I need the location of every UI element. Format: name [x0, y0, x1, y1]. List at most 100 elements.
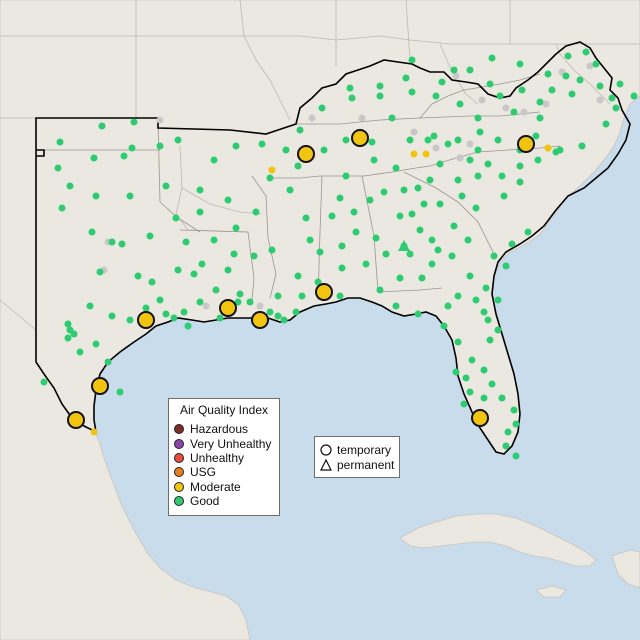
station-good-marker[interactable]: [408, 56, 416, 64]
station-good-marker[interactable]: [162, 182, 170, 190]
station-good-marker[interactable]: [268, 246, 276, 254]
station-good-marker[interactable]: [392, 164, 400, 172]
station-good-marker[interactable]: [458, 192, 466, 200]
station-no-data-marker[interactable]: [432, 144, 440, 152]
station-moderate-temporary-marker[interactable]: [67, 411, 85, 429]
station-good-marker[interactable]: [70, 330, 78, 338]
station-good-marker[interactable]: [454, 338, 462, 346]
station-good-marker[interactable]: [428, 260, 436, 268]
station-good-marker[interactable]: [406, 250, 414, 258]
station-good-marker[interactable]: [90, 154, 98, 162]
station-good-marker[interactable]: [504, 428, 512, 436]
station-good-marker[interactable]: [294, 272, 302, 280]
station-good-marker[interactable]: [130, 118, 138, 126]
station-good-marker[interactable]: [498, 172, 506, 180]
station-good-marker[interactable]: [92, 340, 100, 348]
station-good-marker[interactable]: [418, 274, 426, 282]
station-no-data-marker[interactable]: [456, 154, 464, 162]
station-no-data-marker[interactable]: [452, 72, 460, 80]
station-good-marker[interactable]: [174, 266, 182, 274]
station-good-marker[interactable]: [236, 290, 244, 298]
station-good-marker[interactable]: [438, 78, 446, 86]
station-moderate-temporary-marker[interactable]: [315, 283, 333, 301]
station-good-marker[interactable]: [232, 224, 240, 232]
station-good-marker[interactable]: [496, 92, 504, 100]
station-good-marker[interactable]: [342, 172, 350, 180]
station-good-marker[interactable]: [568, 90, 576, 98]
station-good-marker[interactable]: [462, 374, 470, 382]
station-good-marker[interactable]: [174, 136, 182, 144]
station-good-marker[interactable]: [466, 272, 474, 280]
station-good-marker[interactable]: [142, 304, 150, 312]
station-good-marker[interactable]: [488, 54, 496, 62]
station-good-marker[interactable]: [170, 314, 178, 322]
station-no-data-marker[interactable]: [410, 128, 418, 136]
station-good-marker[interactable]: [286, 186, 294, 194]
station-good-marker[interactable]: [40, 378, 48, 386]
station-good-marker[interactable]: [296, 126, 304, 134]
station-good-marker[interactable]: [266, 174, 274, 182]
station-good-marker[interactable]: [536, 114, 544, 122]
station-good-marker[interactable]: [576, 76, 584, 84]
station-good-marker[interactable]: [388, 114, 396, 122]
station-good-marker[interactable]: [128, 144, 136, 152]
station-no-data-marker[interactable]: [308, 114, 316, 122]
station-good-marker[interactable]: [134, 272, 142, 280]
station-good-marker[interactable]: [454, 136, 462, 144]
station-moderate-temporary-marker[interactable]: [471, 409, 489, 427]
station-good-marker[interactable]: [224, 196, 232, 204]
station-good-marker[interactable]: [196, 298, 204, 306]
station-good-marker[interactable]: [408, 88, 416, 96]
station-good-marker[interactable]: [336, 292, 344, 300]
station-good-marker[interactable]: [548, 86, 556, 94]
station-good-marker[interactable]: [328, 212, 336, 220]
station-good-marker[interactable]: [376, 92, 384, 100]
station-good-marker[interactable]: [232, 142, 240, 150]
station-good-marker[interactable]: [266, 308, 274, 316]
station-good-marker[interactable]: [96, 268, 104, 276]
station-moderate-temporary-marker[interactable]: [517, 135, 535, 153]
station-good-marker[interactable]: [454, 176, 462, 184]
station-good-marker[interactable]: [400, 186, 408, 194]
station-good-marker[interactable]: [338, 242, 346, 250]
station-good-marker[interactable]: [460, 400, 468, 408]
station-good-marker[interactable]: [64, 334, 72, 342]
station-good-marker[interactable]: [104, 358, 112, 366]
station-good-marker[interactable]: [382, 250, 390, 258]
station-good-marker[interactable]: [318, 104, 326, 112]
station-moderate-marker[interactable]: [422, 150, 430, 158]
station-good-marker[interactable]: [56, 138, 64, 146]
station-moderate-marker[interactable]: [90, 428, 98, 436]
station-no-data-marker[interactable]: [202, 302, 210, 310]
station-good-marker[interactable]: [474, 114, 482, 122]
station-good-marker[interactable]: [116, 388, 124, 396]
station-good-marker[interactable]: [486, 80, 494, 88]
station-moderate-temporary-marker[interactable]: [219, 299, 237, 317]
station-good-marker[interactable]: [612, 104, 620, 112]
station-good-marker[interactable]: [190, 270, 198, 278]
station-good-marker[interactable]: [424, 136, 432, 144]
station-moderate-marker[interactable]: [544, 144, 552, 152]
station-good-marker[interactable]: [494, 136, 502, 144]
station-good-marker[interactable]: [490, 252, 498, 260]
station-good-marker[interactable]: [362, 260, 370, 268]
station-good-marker[interactable]: [280, 316, 288, 324]
station-good-marker[interactable]: [396, 212, 404, 220]
station-good-marker[interactable]: [444, 140, 452, 148]
station-good-marker[interactable]: [368, 138, 376, 146]
station-good-marker[interactable]: [86, 302, 94, 310]
station-good-marker[interactable]: [510, 108, 518, 116]
station-good-marker[interactable]: [516, 162, 524, 170]
station-good-marker[interactable]: [376, 82, 384, 90]
station-good-marker[interactable]: [500, 192, 508, 200]
station-good-marker[interactable]: [376, 286, 384, 294]
station-good-marker[interactable]: [454, 292, 462, 300]
station-good-marker[interactable]: [172, 214, 180, 222]
station-good-marker[interactable]: [162, 310, 170, 318]
station-good-marker[interactable]: [512, 420, 520, 428]
station-good-marker[interactable]: [338, 264, 346, 272]
station-good-marker[interactable]: [420, 200, 428, 208]
station-good-marker[interactable]: [148, 278, 156, 286]
station-good-marker[interactable]: [468, 356, 476, 364]
